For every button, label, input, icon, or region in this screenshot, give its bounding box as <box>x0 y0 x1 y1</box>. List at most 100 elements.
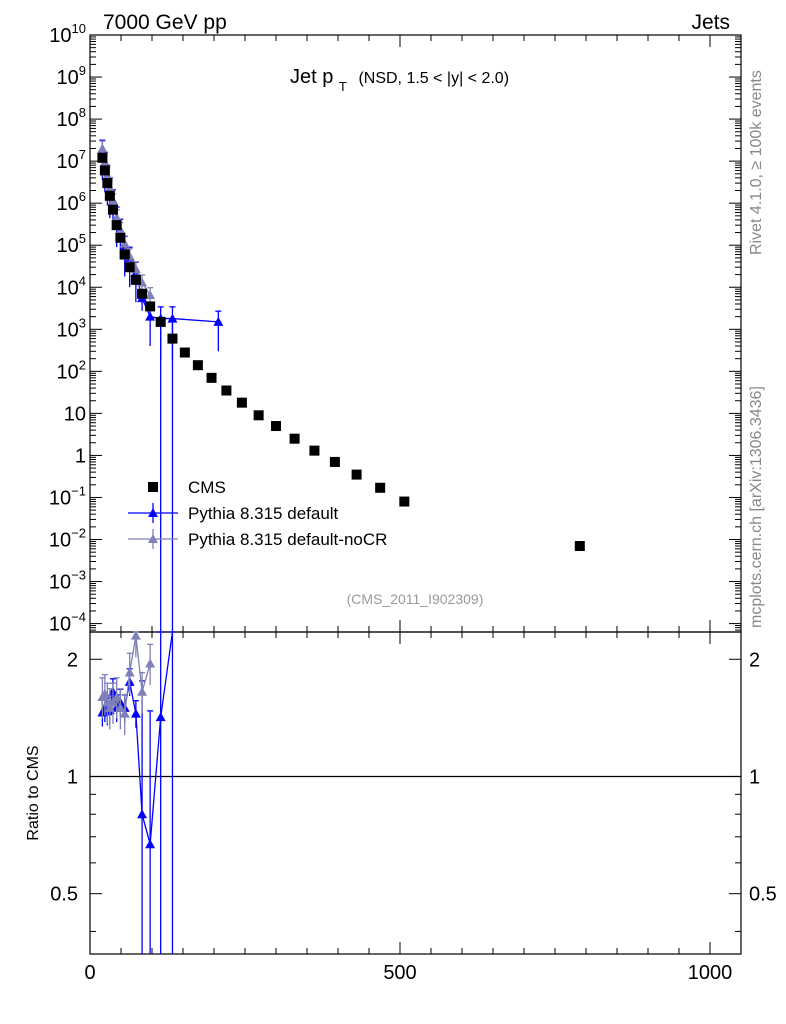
y-tick-base: 10 <box>57 277 79 299</box>
y-tick-exponent: 7 <box>79 147 86 162</box>
y-tick-label: 10−3 <box>49 568 86 594</box>
legend-label: Pythia 8.315 default <box>188 504 339 523</box>
y-tick-label: 102 <box>57 357 86 383</box>
y-tick-label: 1 <box>75 445 86 467</box>
y-tick-label: 105 <box>57 231 86 257</box>
data-point <box>97 152 108 163</box>
ratio-tick-label: 0.5 <box>50 884 78 906</box>
y-tick-base: 10 <box>57 67 79 89</box>
y-tick-exponent: 6 <box>79 189 86 204</box>
plot-title-detail: (NSD, 1.5 < |y| < 2.0) <box>358 70 509 87</box>
legend-item: Pythia 8.315 default-noCR <box>128 529 387 549</box>
y-tick-exponent: −1 <box>71 483 86 498</box>
y-tick-label: 10 <box>64 403 86 425</box>
data-point <box>309 445 320 456</box>
x-tick-label: 0 <box>84 962 95 984</box>
ratio-point <box>99 688 110 698</box>
legend: CMS Pythia 8.315 default Pythia 8.315 defa… <box>128 478 387 549</box>
y-tick-label: 107 <box>57 147 86 173</box>
y-tick-base: 1 <box>75 445 86 467</box>
data-point <box>179 347 190 358</box>
data-point <box>111 212 122 222</box>
data-point <box>329 456 340 467</box>
y-tick-label: 109 <box>57 63 86 89</box>
data-point <box>155 316 166 327</box>
y-tick-label: 10−1 <box>49 483 86 509</box>
y-tick-exponent: −4 <box>71 610 86 625</box>
legend-marker <box>148 534 158 543</box>
ratio-point <box>107 697 118 707</box>
data-point <box>271 421 281 432</box>
y-tick-base: 10 <box>49 25 71 47</box>
ratio-point <box>130 708 141 718</box>
ratio-point <box>137 809 148 819</box>
mcplots-label: mcplots.cern.ch [arXiv:1306.3436] <box>748 386 765 628</box>
ratio-point <box>115 702 126 712</box>
data-point <box>167 313 178 323</box>
ratio-tick-label: 2 <box>67 649 78 671</box>
y-tick-base: 10 <box>57 151 79 173</box>
rivet-label: Rivet 4.1.0, ≥ 100k events <box>748 70 765 255</box>
data-point <box>102 178 113 189</box>
ratio-series-pythia-8-315-default <box>97 631 176 954</box>
y-tick-base: 10 <box>49 614 71 636</box>
y-tick-base: 10 <box>57 109 79 131</box>
ratio-point <box>155 712 166 722</box>
header-left: 7000 GeV pp <box>103 11 227 34</box>
y-tick-base: 10 <box>57 193 79 215</box>
ratio-axis-label: Ratio to CMS <box>25 745 42 840</box>
data-point <box>119 238 130 248</box>
data-point <box>104 190 115 201</box>
data-point <box>107 204 118 215</box>
y-tick-label: 10−4 <box>49 610 86 636</box>
y-tick-base: 10 <box>64 403 86 425</box>
y-tick-exponent: 3 <box>79 315 86 330</box>
ratio-plot-frame <box>89 631 742 955</box>
data-point <box>213 316 224 326</box>
plot-title: Jet p T (NSD, 1.5 < |y| < 2.0) <box>290 66 509 96</box>
legend-label: Pythia 8.315 default-noCR <box>188 530 387 549</box>
data-point <box>107 196 118 206</box>
y-tick-exponent: 2 <box>79 357 86 372</box>
ratio-point <box>145 658 156 668</box>
header-right: Jets <box>691 11 730 34</box>
data-point <box>192 360 203 371</box>
y-tick-base: 10 <box>57 235 79 257</box>
ratio-point <box>145 839 156 849</box>
data-point <box>289 433 300 444</box>
legend-marker <box>148 482 158 492</box>
y-tick-base: 10 <box>49 530 71 552</box>
data-point <box>115 232 126 243</box>
series-cms <box>97 152 585 552</box>
ratio-tick-label-right: 2 <box>749 649 760 671</box>
ratio-point <box>130 630 141 640</box>
legend-item: CMS <box>148 478 226 497</box>
data-point <box>97 143 108 153</box>
data-point <box>167 333 178 344</box>
y-tick-base: 10 <box>49 572 71 594</box>
y-tick-exponent: −3 <box>71 568 86 583</box>
data-point <box>206 372 217 383</box>
ratio-line <box>101 631 174 845</box>
ratio-point <box>119 708 130 718</box>
y-tick-label: 1010 <box>49 21 86 47</box>
ratio-point <box>137 686 148 696</box>
x-tick-label: 500 <box>383 962 416 984</box>
y-tick-label: 108 <box>57 105 86 131</box>
y-tick-exponent: 5 <box>79 231 86 246</box>
y-tick-exponent: 10 <box>72 21 86 36</box>
y-tick-label: 106 <box>57 189 86 215</box>
ratio-series-pythia-8-315-default-nocr <box>97 630 156 736</box>
data-point <box>253 410 264 421</box>
y-tick-label: 10−2 <box>49 526 86 552</box>
y-tick-exponent: −2 <box>71 526 86 541</box>
data-point <box>145 290 156 300</box>
ratio-tick-label-right: 1 <box>749 766 760 788</box>
main-plot-data <box>97 139 585 632</box>
ratio-plot-data <box>97 630 176 954</box>
data-point <box>119 249 130 260</box>
legend-marker <box>148 508 158 517</box>
data-point <box>99 165 110 176</box>
y-tick-label: 104 <box>57 273 86 299</box>
x-tick-label: 1000 <box>688 962 733 984</box>
